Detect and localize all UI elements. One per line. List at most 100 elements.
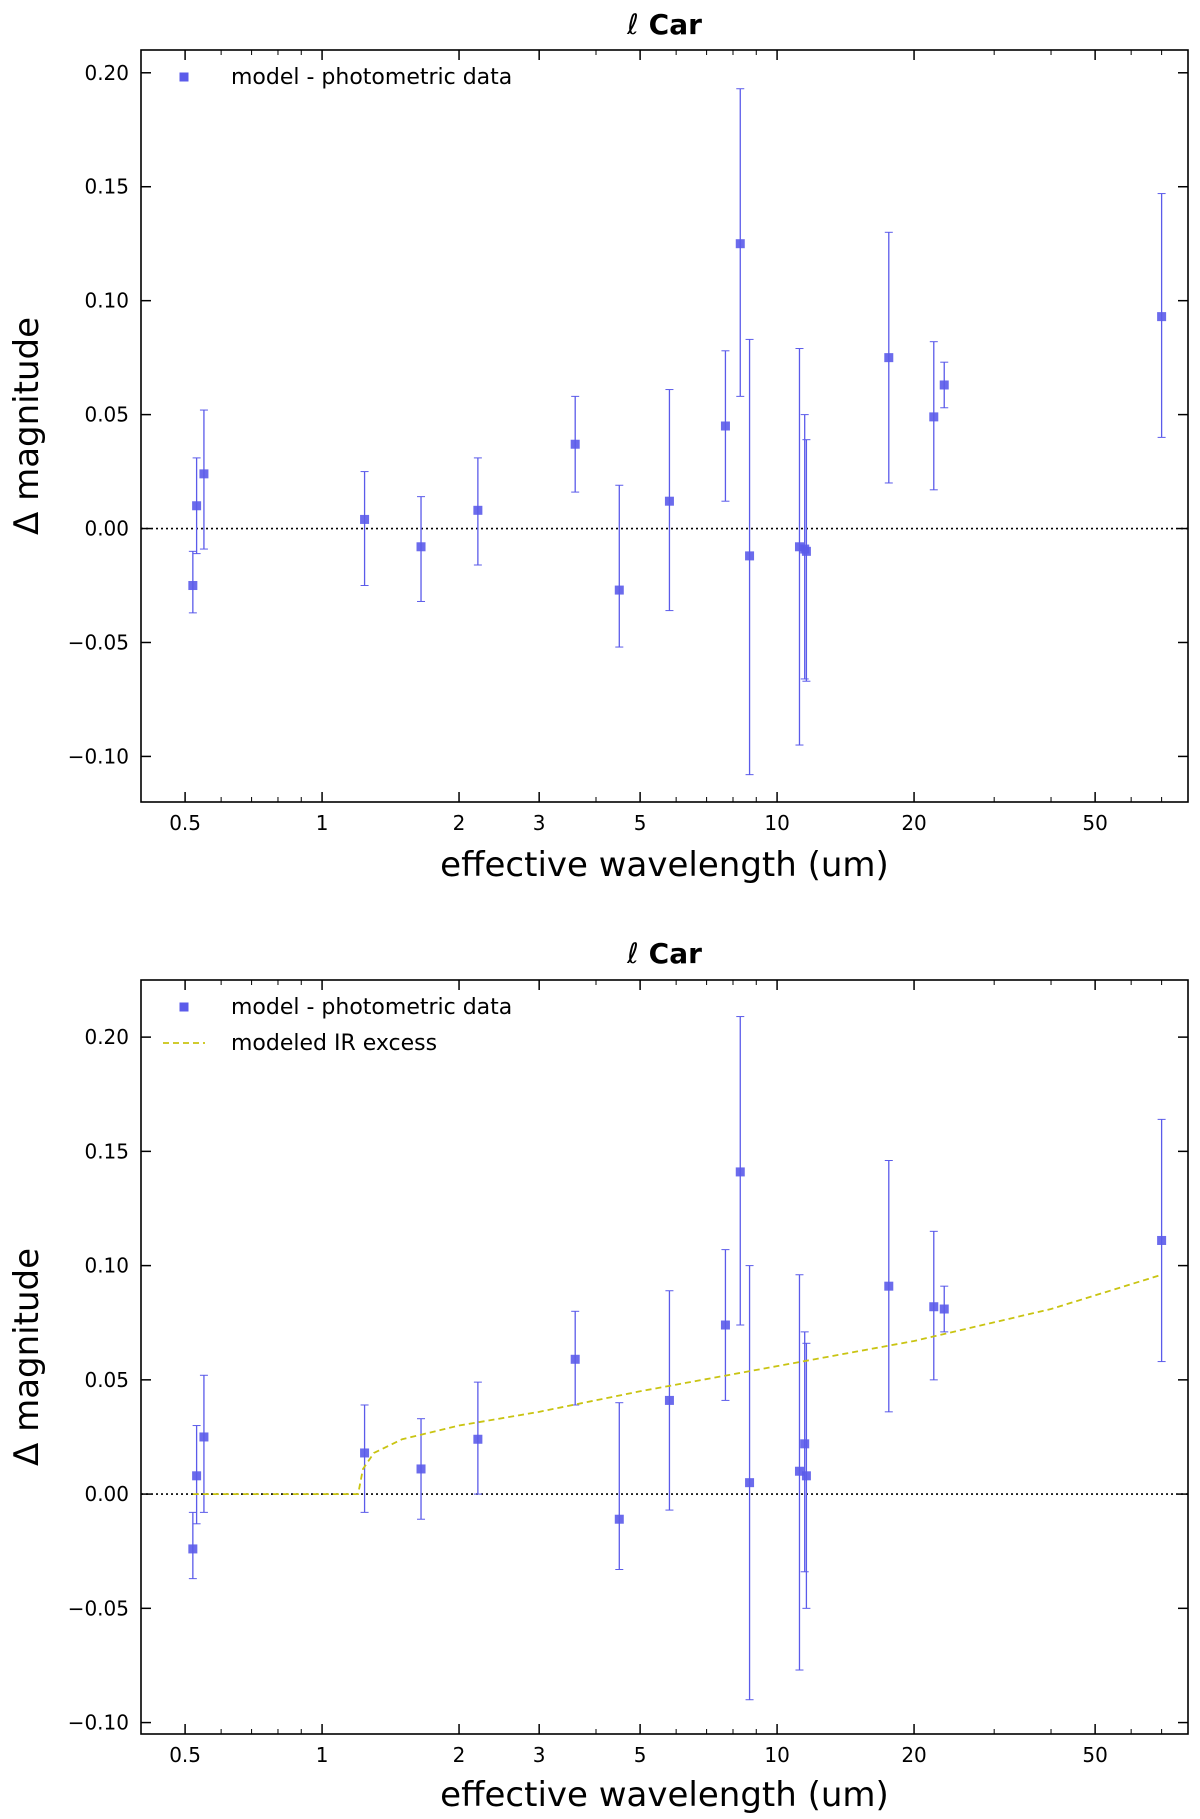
- data-point: [720, 350, 730, 502]
- x-tick-label: 20: [901, 1743, 926, 1767]
- x-tick-label: 0.5: [169, 1743, 201, 1767]
- data-point: [745, 1265, 755, 1701]
- data-point: [188, 550, 198, 614]
- data-point: [800, 1331, 810, 1573]
- chart-panel-bottom: ℓ Car −0.10 −0.05 0.00 0.05 0.10 0.15 0.20 0.5 1 2 3…: [7, 937, 1189, 1815]
- data-point: [360, 1404, 370, 1513]
- data-point: [199, 1374, 209, 1513]
- y-tick-label: 0.20: [84, 1025, 129, 1049]
- y-tick-label: −0.10: [68, 744, 129, 768]
- data-marker: [884, 1281, 894, 1291]
- data-marker: [192, 1471, 202, 1481]
- data-point: [614, 484, 624, 648]
- data-point: [664, 1290, 674, 1511]
- data-marker: [570, 439, 580, 449]
- data-point: [800, 414, 810, 680]
- data-point: [929, 1230, 939, 1381]
- data-point: [794, 1274, 804, 1671]
- x-axis-label: effective wavelength (um): [440, 1775, 889, 1815]
- chart-title: ℓ Car: [626, 937, 702, 970]
- data-marker: [745, 551, 755, 561]
- legend: model - photometric data modeled IR exces…: [163, 995, 512, 1056]
- data-marker: [720, 421, 730, 431]
- data-marker: [745, 1478, 755, 1488]
- data-point: [884, 231, 894, 484]
- data-point: [473, 457, 483, 566]
- axes-frame: [140, 979, 1189, 1735]
- y-tick-label: −0.10: [68, 1711, 129, 1735]
- data-marker: [473, 505, 483, 515]
- data-marker: [801, 546, 811, 556]
- data-marker: [188, 581, 198, 591]
- x-tick-label: 50: [1082, 811, 1107, 835]
- x-tick-label: 0.5: [169, 811, 201, 835]
- data-point: [929, 341, 939, 491]
- data-marker: [199, 469, 209, 479]
- legend-swatch-marker: [179, 1002, 189, 1012]
- chart-title-prefix: ℓ: [626, 8, 639, 41]
- data-marker: [929, 1302, 939, 1312]
- data-point: [801, 439, 811, 682]
- data-point: [416, 496, 426, 602]
- x-tick-label: 2: [453, 1743, 466, 1767]
- data-point: [199, 409, 209, 550]
- data-point: [664, 389, 674, 612]
- data-marker: [939, 1304, 949, 1314]
- y-tick-label: 0.20: [84, 61, 129, 85]
- data-marker: [929, 412, 939, 422]
- chart-panel-top: ℓ Car −0.10 −0.05 0.00 0.05 0.10 0.15 0.20 0.5 1 2 3…: [7, 8, 1189, 885]
- chart-title-prefix: ℓ: [626, 937, 639, 970]
- data-marker: [664, 1395, 674, 1405]
- x-tick-label: 20: [901, 811, 926, 835]
- ir-excess-line: [192, 1273, 1162, 1495]
- data-point: [939, 361, 949, 409]
- data-point: [745, 338, 755, 776]
- y-tick-label: 0.00: [84, 1482, 129, 1506]
- x-tick-label: 5: [634, 1743, 647, 1767]
- data-marker: [720, 1320, 730, 1330]
- y-tick-label: 0.15: [84, 1139, 129, 1163]
- chart-title-main: Car: [649, 937, 702, 970]
- data-marker: [735, 1167, 745, 1177]
- y-axis-label: Δ magnitude: [7, 317, 47, 535]
- data-point: [720, 1249, 730, 1401]
- data-marker: [570, 1354, 580, 1364]
- data-point: [735, 88, 745, 397]
- data-marker: [801, 1471, 811, 1481]
- data-point: [192, 457, 202, 555]
- x-tick-label: 10: [764, 811, 789, 835]
- y-axis: −0.10 −0.05 0.00 0.05 0.10 0.15 0.20: [68, 61, 1188, 768]
- data-point: [614, 1402, 624, 1570]
- x-axis: 0.5 1 2 3 5 10 20 50: [140, 50, 1189, 835]
- data-point: [801, 1342, 811, 1609]
- data-marker: [1157, 312, 1167, 322]
- legend-label: model - photometric data: [231, 995, 512, 1020]
- y-tick-label: 0.10: [84, 289, 129, 313]
- x-tick-label: 5: [634, 811, 647, 835]
- data-marker: [664, 496, 674, 506]
- x-axis-label: effective wavelength (um): [440, 845, 889, 885]
- y-tick-label: 0.00: [84, 517, 129, 541]
- legend-label: model - photometric data: [231, 65, 512, 90]
- legend-label: modeled IR excess: [231, 1031, 437, 1056]
- data-marker: [416, 542, 426, 552]
- data-marker: [192, 501, 202, 511]
- data-marker: [614, 1514, 624, 1524]
- data-marker: [1157, 1235, 1167, 1245]
- data-point: [794, 348, 804, 746]
- data-marker: [939, 380, 949, 390]
- data-marker: [735, 239, 745, 249]
- y-axis: −0.10 −0.05 0.00 0.05 0.10 0.15 0.20: [68, 1025, 1188, 1735]
- data-marker: [794, 1466, 804, 1476]
- data-marker: [800, 1439, 810, 1449]
- x-tick-label: 50: [1082, 1743, 1107, 1767]
- data-point: [570, 395, 580, 493]
- data-point: [570, 1310, 580, 1406]
- data-marker: [188, 1544, 198, 1554]
- x-tick-label: 3: [533, 1743, 546, 1767]
- y-tick-label: 0.05: [84, 1368, 129, 1392]
- data-point: [735, 1016, 745, 1326]
- data-point: [473, 1381, 483, 1495]
- legend: model - photometric data: [179, 65, 512, 90]
